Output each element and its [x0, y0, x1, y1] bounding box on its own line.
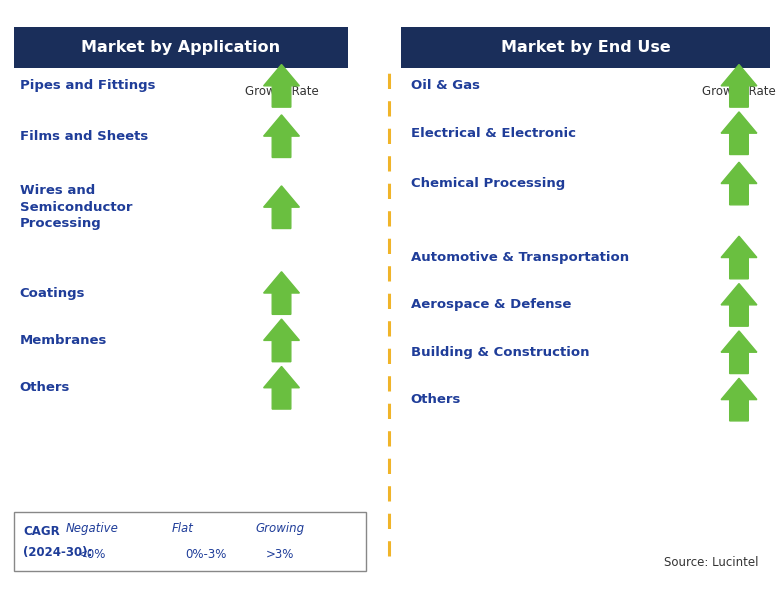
Text: Electrical & Electronic: Electrical & Electronic [411, 127, 576, 140]
Text: Coatings: Coatings [20, 287, 85, 300]
Polygon shape [721, 65, 757, 107]
Text: Others: Others [411, 393, 461, 406]
Text: Market by End Use: Market by End Use [500, 40, 671, 55]
Polygon shape [721, 378, 757, 421]
Polygon shape [721, 284, 757, 326]
Text: Market by Application: Market by Application [81, 40, 281, 55]
Text: Growth Rate: Growth Rate [702, 85, 776, 98]
Text: Growth Rate: Growth Rate [245, 85, 318, 98]
Polygon shape [264, 65, 300, 107]
Polygon shape [300, 526, 327, 558]
Text: Growing: Growing [256, 522, 304, 535]
Text: Wires and
Semiconductor
Processing: Wires and Semiconductor Processing [20, 184, 132, 230]
Polygon shape [721, 162, 757, 205]
Text: 0%-3%: 0%-3% [185, 548, 226, 561]
Text: Flat: Flat [171, 522, 193, 535]
FancyBboxPatch shape [401, 27, 770, 68]
Text: Others: Others [20, 381, 70, 394]
Text: Oil & Gas: Oil & Gas [411, 79, 479, 92]
Text: Source: Lucintel: Source: Lucintel [664, 556, 759, 569]
Text: <0%: <0% [78, 548, 106, 561]
FancyBboxPatch shape [14, 512, 366, 571]
Text: Negative: Negative [66, 522, 119, 535]
Text: Membranes: Membranes [20, 334, 107, 347]
FancyBboxPatch shape [14, 27, 348, 68]
Polygon shape [721, 331, 757, 374]
Polygon shape [264, 272, 300, 314]
Polygon shape [264, 186, 300, 229]
Text: Building & Construction: Building & Construction [411, 346, 589, 359]
Polygon shape [211, 532, 255, 552]
Text: Films and Sheets: Films and Sheets [20, 130, 148, 143]
Text: CAGR: CAGR [23, 525, 60, 538]
Text: (2024-30):: (2024-30): [23, 546, 93, 559]
Polygon shape [721, 112, 757, 155]
Polygon shape [721, 236, 757, 279]
Text: >3%: >3% [266, 548, 294, 561]
Polygon shape [109, 526, 135, 558]
Text: Automotive & Transportation: Automotive & Transportation [411, 251, 629, 264]
Text: Chemical Processing: Chemical Processing [411, 177, 565, 190]
Polygon shape [264, 366, 300, 409]
Text: Pipes and Fittings: Pipes and Fittings [20, 79, 155, 92]
Text: Aerospace & Defense: Aerospace & Defense [411, 298, 571, 311]
Polygon shape [264, 319, 300, 362]
Polygon shape [264, 115, 300, 157]
